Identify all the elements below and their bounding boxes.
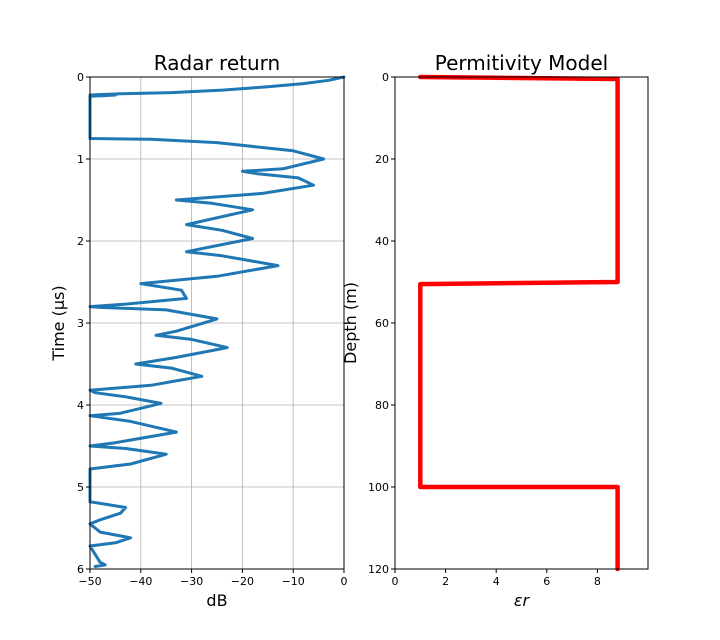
permittivity-model-title: Permitivity Model: [435, 51, 608, 75]
radar-return-y-tick-label: 2: [77, 235, 84, 248]
radar-return-x-tick-label: 0: [341, 575, 348, 588]
permittivity-model-y-tick-label: 120: [368, 563, 389, 576]
permittivity-model-y-tick-label: 80: [375, 399, 389, 412]
radar-return-y-tick-label: 1: [77, 153, 84, 166]
permittivity-model-y-tick-label: 40: [375, 235, 389, 248]
permittivity-model-y-tick-label: 0: [382, 71, 389, 84]
radar-return-x-tick-label: −10: [282, 575, 305, 588]
permittivity-model-y-tick-label: 100: [368, 481, 389, 494]
permittivity-model-x-axis-label: εr: [514, 591, 531, 610]
radar-return-y-axis-label: Time (μs): [49, 285, 68, 361]
radar-return-y-tick-label: 5: [77, 481, 84, 494]
radar-return-y-tick-label: 3: [77, 317, 84, 330]
radar-return-x-tick-label: −30: [180, 575, 203, 588]
permittivity-model-plot-frame: [394, 76, 649, 570]
radar-return-y-tick-label: 4: [77, 399, 84, 412]
permittivity-model-y-tick-label: 20: [375, 153, 389, 166]
radar-return-x-tick-label: −40: [129, 575, 152, 588]
permittivity-model-y-tick-label: 60: [375, 317, 389, 330]
permittivity-model-series-line: [418, 74, 620, 572]
permittivity-model-x-tick-label: 0: [392, 575, 399, 588]
permittivity-model-x-tick-label: 4: [493, 575, 500, 588]
radar-return-x-tick-label: −50: [78, 575, 101, 588]
radar-return-series-line: [88, 75, 346, 568]
radar-return-y-tick-label: 6: [77, 563, 84, 576]
permittivity-model-x-tick-label: 6: [543, 575, 550, 588]
radar-return-x-tick-label: −20: [231, 575, 254, 588]
radar-return-x-axis-label: dB: [206, 591, 227, 610]
radar-return-ticks: −50 −40 −30 −20 −10 0 0 1 2 3 4 5 6: [77, 71, 348, 588]
radar-return-title: Radar return: [154, 51, 280, 75]
radar-return-y-tick-label: 0: [77, 71, 84, 84]
permittivity-model-x-tick-label: 2: [442, 575, 449, 588]
permittivity-model-x-tick-label: 8: [594, 575, 601, 588]
radar-return-series: [88, 75, 346, 568]
permittivity-model-series: [418, 74, 620, 572]
permittivity-model-y-axis-label: Depth (m): [341, 282, 360, 364]
radar-return-grid: [89, 76, 345, 570]
